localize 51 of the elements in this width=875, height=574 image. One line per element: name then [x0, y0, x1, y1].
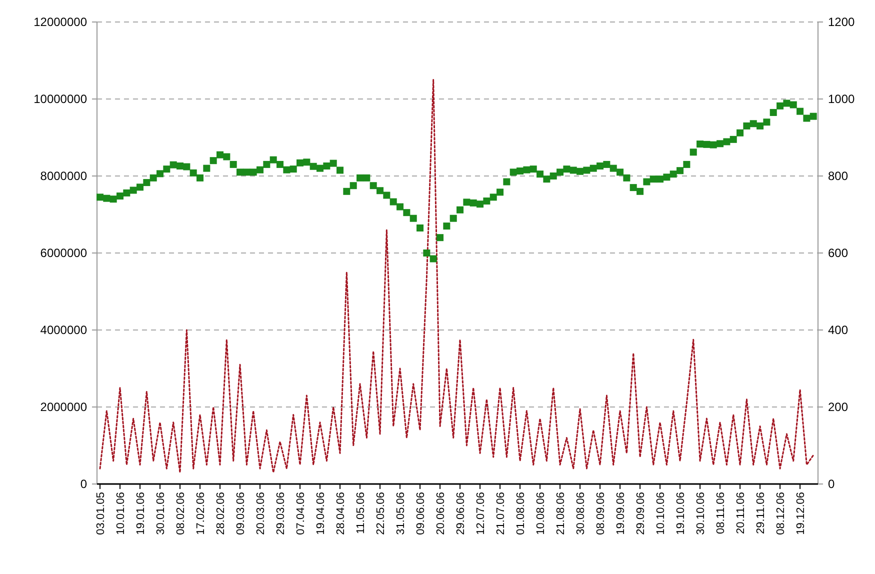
- y2-tick-label: 0: [828, 477, 835, 492]
- x-tick-label: 22.05.06: [375, 492, 388, 535]
- x-tick-label: 30.10.06: [695, 492, 708, 535]
- x-tick-label: 20.06.06: [435, 492, 448, 535]
- x-tick-label: 09.03.06: [235, 492, 248, 535]
- x-tick-label: 28.04.06: [335, 492, 348, 535]
- y2-tick-label: 800: [828, 169, 848, 184]
- y-tick-label: 4000000: [40, 323, 88, 338]
- x-tick-label: 19.09.06: [615, 492, 628, 535]
- x-tick-label: 21.08.06: [555, 492, 568, 535]
- x-tick-label: 10.08.06: [535, 492, 548, 535]
- y-tick-label: 0: [80, 477, 88, 492]
- x-tick-label: 29.06.06: [455, 492, 468, 535]
- x-tick-label: 01.08.06: [515, 492, 528, 535]
- x-tick-label: 31.05.06: [395, 492, 408, 535]
- x-tick-label: 11.05.06: [355, 492, 368, 534]
- x-tick-label: 08.09.06: [595, 492, 608, 535]
- x-tick-label: 10.01.06: [115, 492, 127, 535]
- y-tick-label: 10000000: [34, 92, 88, 106]
- x-tick-label: 30.01.06: [155, 492, 168, 535]
- x-tick-label: 07.04.06: [295, 492, 308, 535]
- x-tick-label: 29.11.06: [755, 492, 768, 534]
- y-tick-label: 2000000: [40, 400, 88, 414]
- y-tick-label: 12000000: [34, 15, 88, 30]
- x-tick-label: 08.12.06: [775, 492, 788, 535]
- y2-tick-label: 200: [828, 400, 848, 414]
- y-tick-label: 6000000: [40, 246, 88, 260]
- line-series: [99, 79, 814, 474]
- y2-tick-label: 400: [828, 323, 848, 338]
- x-tick-label: 19.10.06: [675, 492, 688, 535]
- x-tick-label: 20.11.06: [735, 492, 748, 534]
- x-tick-label: 20.03.06: [255, 492, 268, 535]
- x-tick-label: 09.06.06: [415, 492, 428, 535]
- x-tick-label: 21.07.06: [495, 492, 508, 535]
- x-tick-label: 19.04.06: [315, 492, 328, 535]
- x-tick-label: 28.02.06: [215, 492, 228, 535]
- x-tick-label: 03.01.05: [95, 492, 107, 535]
- x-tick-label: 29.09.06: [635, 492, 648, 535]
- x-tick-label: 08.02.06: [175, 492, 188, 535]
- x-tick-label: 29.03.06: [275, 492, 288, 535]
- x-tick-label: 19.12.06: [795, 492, 808, 535]
- x-tick-label: 17.02.06: [195, 492, 208, 535]
- x-tick-label: 08.11.06: [715, 492, 728, 534]
- x-tick-label: 12.07.06: [475, 492, 488, 535]
- y2-tick-label: 600: [828, 246, 848, 260]
- y2-tick-label: 1200: [828, 15, 856, 30]
- x-tick-label: 19.01.06: [135, 492, 147, 535]
- y-tick-label: 8000000: [40, 169, 88, 184]
- y2-tick-label: 1000: [828, 92, 856, 106]
- x-tick-label: 10.10.06: [655, 492, 668, 535]
- x-tick-label: 30.08.06: [575, 492, 588, 535]
